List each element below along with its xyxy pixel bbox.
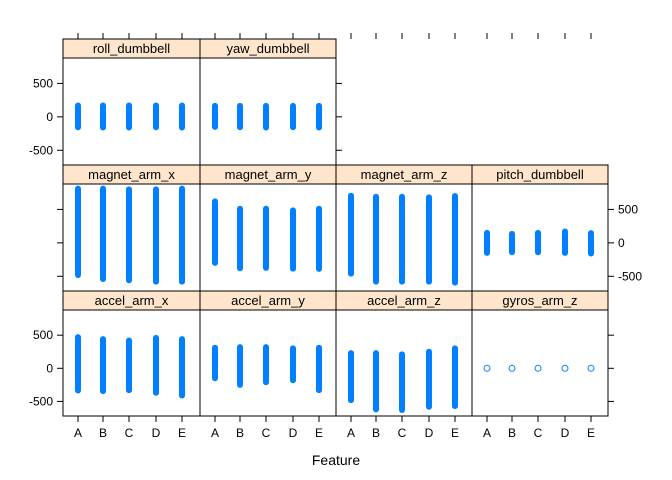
- data-point-C: [534, 364, 542, 372]
- panel-strip-label: pitch_dumbbell: [496, 167, 584, 182]
- x-tick-label: B: [372, 426, 380, 440]
- y-tick-label: 0: [618, 236, 625, 250]
- panel-strip-label: accel_arm_z: [367, 293, 441, 308]
- panel-strip-label: roll_dumbbell: [93, 41, 170, 56]
- panel-strip-label: accel_arm_x: [95, 293, 169, 308]
- y-tick-label: 0: [46, 110, 53, 124]
- x-tick-label: A: [347, 426, 355, 440]
- panel-pitch_dumbbell: pitch_dumbbell: [471, 164, 609, 292]
- panel-strip-label: accel_arm_y: [231, 293, 305, 308]
- panel-strip-label: yaw_dumbbell: [226, 41, 309, 56]
- data-point-D: [561, 364, 569, 372]
- panel-strip-label: magnet_arm_x: [88, 167, 175, 182]
- panel-accel_arm_z: accel_arm_z: [335, 290, 473, 417]
- y-tick-label: 0: [46, 361, 53, 375]
- x-tick-label: B: [99, 426, 107, 440]
- x-axis-label: Feature: [312, 452, 360, 468]
- data-point-E: [587, 364, 595, 372]
- panel-magnet_arm_x: magnet_arm_x: [62, 164, 201, 292]
- x-tick-label: A: [74, 426, 82, 440]
- x-tick-label: C: [534, 426, 543, 440]
- panel-magnet_arm_z: magnet_arm_z: [335, 164, 473, 292]
- x-tick-label: C: [262, 426, 271, 440]
- y-tick-label: -500: [618, 269, 642, 283]
- panel-strip-label: gyros_arm_z: [502, 293, 577, 308]
- panel-accel_arm_x: accel_arm_x: [62, 290, 201, 417]
- y-tick-label: -500: [29, 394, 53, 408]
- x-tick-label: E: [178, 426, 186, 440]
- x-tick-label: D: [152, 426, 161, 440]
- axes-layer: -500 0 500 -500 0 500 -500 0 500 A B C D E A B C D E A B C D E A…: [29, 33, 642, 440]
- x-tick-label: A: [483, 426, 491, 440]
- panel-gyros_arm_z: gyros_arm_z: [471, 290, 609, 417]
- x-tick-label: E: [587, 426, 595, 440]
- panel-accel_arm_y: accel_arm_y: [199, 290, 337, 417]
- data-point-B: [508, 364, 516, 372]
- x-tick-label: C: [125, 426, 134, 440]
- panel-roll_dumbbell: roll_dumbbell: [62, 38, 201, 166]
- x-tick-label: B: [236, 426, 244, 440]
- panel-yaw_dumbbell: yaw_dumbbell: [199, 38, 337, 166]
- x-tick-label: D: [425, 426, 434, 440]
- x-tick-label: B: [508, 426, 516, 440]
- y-tick-label: -500: [29, 143, 53, 157]
- x-tick-label: E: [451, 426, 459, 440]
- y-tick-label: 500: [618, 202, 638, 216]
- panel-strip-label: magnet_arm_y: [225, 167, 312, 182]
- panel-magnet_arm_y: magnet_arm_y: [199, 164, 337, 292]
- y-tick-label: 500: [33, 328, 53, 342]
- x-tick-label: D: [289, 426, 298, 440]
- panel-strip-label: magnet_arm_z: [361, 167, 448, 182]
- x-tick-label: E: [315, 426, 323, 440]
- data-point-A: [483, 364, 491, 372]
- y-tick-label: 500: [33, 76, 53, 90]
- x-tick-label: A: [211, 426, 219, 440]
- x-tick-label: D: [561, 426, 570, 440]
- panels-layer: roll_dumbbell yaw_dumbbell magnet_arm_x mag…: [62, 38, 609, 417]
- panel-frame: [471, 309, 609, 417]
- x-tick-label: C: [398, 426, 407, 440]
